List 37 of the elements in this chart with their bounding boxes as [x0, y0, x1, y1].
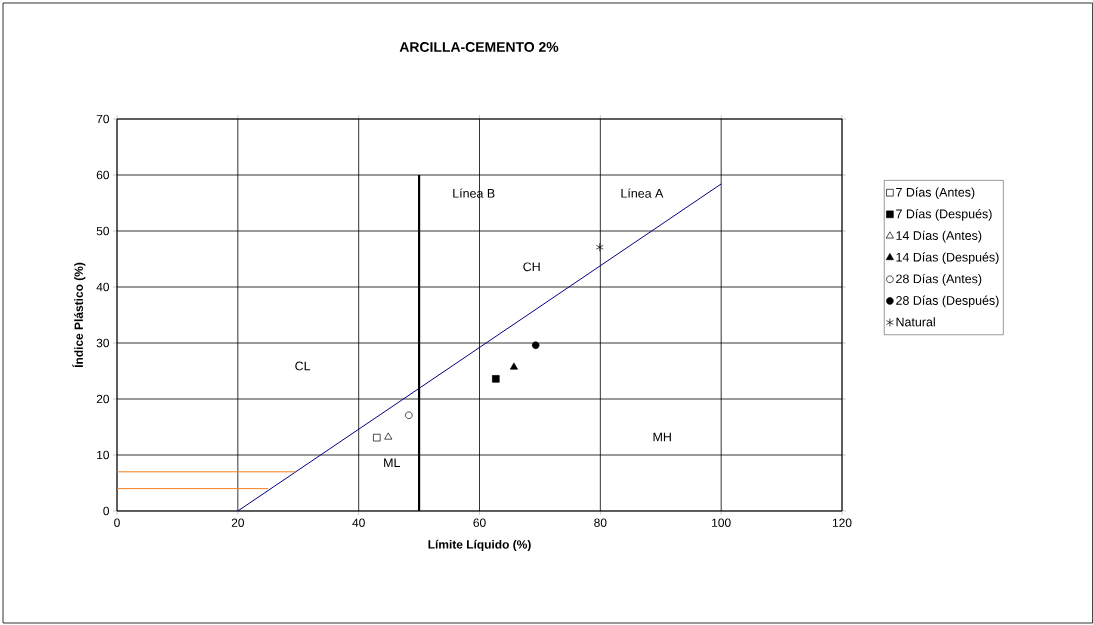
x-tick-label: 40: [352, 518, 365, 527]
legend-label: Natural: [896, 317, 935, 327]
legend-label: 7 Días (Antes): [896, 187, 975, 200]
y-tick-label: 50: [96, 226, 110, 236]
y-tick-label: 10: [97, 450, 110, 460]
legend-label: 28 Días (Después): [896, 295, 999, 308]
annotation: Línea A: [621, 188, 664, 198]
x-tick-label: 120: [832, 518, 852, 527]
x-axis-title: Límite Líquido (%): [428, 539, 531, 552]
y-tick-label: 40: [96, 282, 110, 292]
y-tick-label: 20: [96, 394, 110, 404]
x-tick-label: 80: [594, 518, 607, 527]
annotation: CL: [295, 361, 311, 371]
point: [531, 341, 540, 349]
point: [384, 432, 393, 440]
y-axis-title: Índice Plástico (%): [72, 262, 86, 368]
point: [373, 433, 381, 442]
point: [492, 375, 500, 383]
y-tick-label: 60: [96, 170, 110, 180]
chart-title: ARCILLA-CEMENTO 2%: [399, 42, 559, 52]
annotation: MH: [653, 432, 671, 442]
legend-label: 14 Días (Antes): [896, 230, 982, 243]
x-tick-label: 20: [231, 518, 245, 527]
annotation: CH: [523, 262, 540, 272]
y-tick-label: 70: [96, 114, 110, 124]
legend-label: 14 Días (Después): [896, 252, 999, 265]
y-tick-label: 30: [96, 338, 110, 348]
legend-label: 28 Días (Antes): [896, 273, 982, 286]
x-tick-label: 60: [473, 518, 486, 527]
point: [509, 362, 518, 370]
x-tick-label: 0: [114, 518, 120, 527]
y-tick-label: 0: [103, 506, 110, 516]
point: [595, 242, 604, 252]
point: [405, 411, 413, 419]
x-tick-label: 100: [712, 518, 731, 527]
annotation: ML: [384, 458, 401, 468]
legend-label: 7 Días (Después): [896, 209, 992, 221]
